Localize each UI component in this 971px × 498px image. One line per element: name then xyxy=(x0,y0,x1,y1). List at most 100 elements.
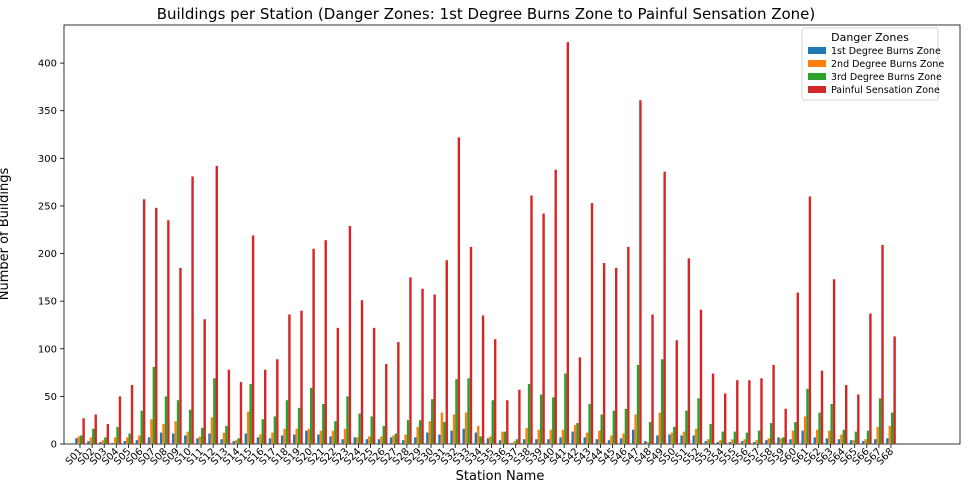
bar xyxy=(370,416,373,444)
bar xyxy=(220,439,223,444)
bar xyxy=(663,171,666,444)
bar xyxy=(416,426,419,444)
bar xyxy=(598,430,601,444)
bar xyxy=(142,199,146,444)
bar xyxy=(573,424,577,444)
bar xyxy=(682,431,686,444)
bar xyxy=(518,389,521,444)
bar xyxy=(159,432,163,444)
bar xyxy=(167,220,170,444)
bar xyxy=(699,309,703,444)
bar xyxy=(317,434,320,444)
bar xyxy=(152,366,156,444)
bar xyxy=(515,439,519,444)
bar xyxy=(745,432,749,444)
legend-swatch xyxy=(808,60,826,67)
bar xyxy=(353,437,356,444)
bar xyxy=(295,428,298,444)
bar xyxy=(636,364,640,444)
bar xyxy=(440,412,444,444)
bar xyxy=(719,440,722,444)
bar xyxy=(537,429,540,444)
bar xyxy=(225,425,228,444)
bar xyxy=(782,437,785,444)
bar xyxy=(779,438,783,444)
bar xyxy=(602,263,606,444)
bar xyxy=(878,398,882,444)
bar xyxy=(464,412,468,444)
x-axis-label: Station Name xyxy=(456,469,545,484)
bar xyxy=(106,424,110,444)
x-axis: S01S02S03S04S05S06S07S08S09S10S11S12S13S… xyxy=(64,444,896,468)
bar xyxy=(271,432,274,444)
bar xyxy=(312,248,315,444)
bar xyxy=(687,258,691,444)
bar xyxy=(418,420,422,444)
bar xyxy=(341,439,344,444)
bar xyxy=(866,430,870,444)
bar xyxy=(111,443,114,444)
bar xyxy=(213,378,216,444)
bar xyxy=(561,429,565,444)
bar xyxy=(247,411,250,444)
y-tick-label: 350 xyxy=(38,106,57,117)
bar xyxy=(300,310,303,444)
bar xyxy=(414,437,417,444)
y-tick-label: 50 xyxy=(44,392,57,403)
bar xyxy=(755,440,758,444)
bar xyxy=(150,419,153,444)
bar xyxy=(673,426,676,444)
bar xyxy=(622,433,625,444)
legend-swatch xyxy=(808,86,826,93)
bar xyxy=(179,267,182,444)
bar xyxy=(389,437,393,444)
bar xyxy=(656,435,659,444)
bar xyxy=(648,422,652,444)
bar xyxy=(552,397,555,444)
bar xyxy=(547,439,550,444)
bar xyxy=(777,437,780,444)
y-tick-label: 400 xyxy=(38,59,57,70)
bar xyxy=(404,434,407,444)
bar xyxy=(118,396,122,444)
bar xyxy=(612,410,616,444)
bar xyxy=(450,430,453,444)
bar xyxy=(796,292,800,444)
bar xyxy=(578,357,582,444)
bar xyxy=(610,435,613,444)
y-tick-label: 150 xyxy=(38,297,57,308)
bar xyxy=(619,438,623,444)
bar xyxy=(155,207,158,444)
bar xyxy=(769,423,773,444)
bar xyxy=(348,225,352,444)
legend-title: Danger Zones xyxy=(831,31,909,44)
bar xyxy=(481,315,485,444)
y-tick-label: 0 xyxy=(51,440,57,451)
bar xyxy=(196,438,199,444)
bar xyxy=(845,384,848,444)
legend-swatch xyxy=(808,73,826,80)
bar xyxy=(595,439,599,444)
bar xyxy=(588,404,591,444)
bar xyxy=(263,369,267,444)
bar xyxy=(358,413,361,444)
bar xyxy=(232,441,235,444)
bar xyxy=(89,437,93,444)
bar xyxy=(803,416,807,444)
bar xyxy=(222,432,226,444)
bar xyxy=(336,327,340,444)
bar xyxy=(94,414,97,444)
bar xyxy=(135,440,139,444)
bar xyxy=(382,425,386,444)
bar xyxy=(394,433,398,444)
bar xyxy=(474,432,478,444)
bar xyxy=(506,400,509,444)
bar xyxy=(372,327,376,444)
bar xyxy=(334,421,337,444)
bar xyxy=(409,277,412,444)
legend-swatch xyxy=(808,47,826,54)
bar xyxy=(288,314,291,444)
bar xyxy=(162,424,165,444)
bar xyxy=(668,434,671,444)
bar xyxy=(784,408,787,444)
